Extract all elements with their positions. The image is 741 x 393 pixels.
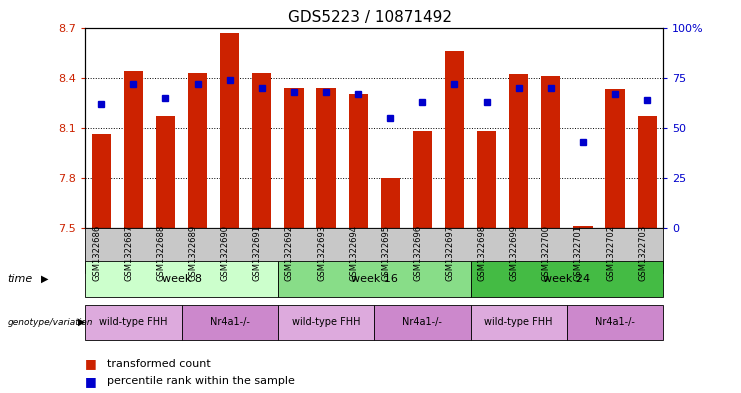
Text: wild-type FHH: wild-type FHH: [99, 317, 167, 327]
Bar: [381, 178, 400, 228]
Bar: [348, 94, 368, 228]
Text: Nr4a1-/-: Nr4a1-/-: [402, 317, 442, 327]
Text: GSM1322688: GSM1322688: [156, 224, 165, 281]
Bar: [156, 116, 175, 228]
Bar: [477, 131, 496, 228]
Text: GSM1322693: GSM1322693: [317, 224, 326, 281]
Bar: [605, 89, 625, 228]
Text: GSM1322690: GSM1322690: [221, 224, 230, 281]
Text: GSM1322691: GSM1322691: [253, 224, 262, 281]
Text: week 16: week 16: [350, 274, 398, 284]
Bar: [252, 73, 271, 228]
Text: week 24: week 24: [543, 274, 591, 284]
Text: transformed count: transformed count: [107, 358, 211, 369]
Bar: [509, 74, 528, 228]
Text: genotype/variation: genotype/variation: [7, 318, 93, 327]
Bar: [316, 88, 336, 228]
Bar: [637, 116, 657, 228]
Bar: [445, 51, 464, 228]
Text: time: time: [7, 274, 33, 284]
Text: Nr4a1-/-: Nr4a1-/-: [595, 317, 635, 327]
Text: ▶: ▶: [78, 317, 85, 327]
Text: GSM1322695: GSM1322695: [382, 224, 391, 281]
Bar: [285, 88, 304, 228]
Text: ■: ■: [85, 357, 97, 370]
Bar: [541, 76, 560, 228]
Text: GSM1322696: GSM1322696: [413, 224, 422, 281]
Text: Nr4a1-/-: Nr4a1-/-: [210, 317, 250, 327]
Bar: [92, 134, 111, 228]
Text: GSM1322687: GSM1322687: [124, 224, 133, 281]
Text: wild-type FHH: wild-type FHH: [485, 317, 553, 327]
Text: GSM1322697: GSM1322697: [445, 224, 454, 281]
Text: GSM1322698: GSM1322698: [478, 224, 487, 281]
Text: GSM1322701: GSM1322701: [574, 224, 583, 281]
Text: percentile rank within the sample: percentile rank within the sample: [107, 376, 296, 386]
Text: GSM1322702: GSM1322702: [606, 224, 615, 281]
Text: GSM1322694: GSM1322694: [349, 224, 358, 281]
Text: GSM1322699: GSM1322699: [510, 224, 519, 281]
Bar: [574, 226, 593, 228]
Bar: [188, 73, 207, 228]
Text: GSM1322692: GSM1322692: [285, 224, 294, 281]
Bar: [220, 33, 239, 228]
Bar: [124, 71, 143, 228]
Text: GDS5223 / 10871492: GDS5223 / 10871492: [288, 10, 453, 25]
Text: ▶: ▶: [41, 274, 48, 284]
Text: ■: ■: [85, 375, 97, 388]
Text: wild-type FHH: wild-type FHH: [292, 317, 360, 327]
Text: week 8: week 8: [162, 274, 202, 284]
Text: GSM1322686: GSM1322686: [93, 224, 102, 281]
Text: GSM1322703: GSM1322703: [638, 224, 647, 281]
Bar: [413, 131, 432, 228]
Text: GSM1322700: GSM1322700: [542, 224, 551, 281]
Text: GSM1322689: GSM1322689: [189, 224, 198, 281]
